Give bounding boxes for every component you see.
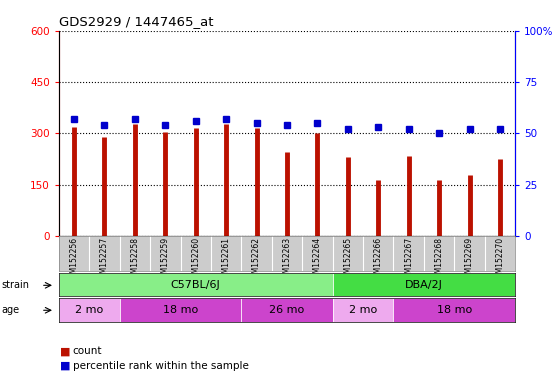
Text: GDS2929 / 1447465_at: GDS2929 / 1447465_at (59, 15, 213, 28)
Text: GSM152258: GSM152258 (130, 237, 139, 283)
Text: GSM152264: GSM152264 (313, 237, 322, 283)
Text: 18 mo: 18 mo (437, 305, 472, 315)
Text: GSM152266: GSM152266 (374, 237, 383, 283)
Bar (333, 298, 394, 322)
Text: C57BL/6J: C57BL/6J (171, 280, 221, 290)
Text: percentile rank within the sample: percentile rank within the sample (73, 361, 249, 371)
Bar (59, 298, 120, 322)
Text: count: count (73, 346, 102, 356)
Text: GSM152269: GSM152269 (465, 237, 474, 283)
Text: ■: ■ (60, 361, 71, 371)
Bar (59, 273, 333, 296)
Text: ■: ■ (60, 346, 71, 356)
Text: GSM152267: GSM152267 (404, 237, 413, 283)
Text: GSM152262: GSM152262 (252, 237, 261, 283)
Text: GSM152270: GSM152270 (496, 237, 505, 283)
Bar (241, 298, 333, 322)
Text: strain: strain (2, 280, 30, 290)
Text: GSM152263: GSM152263 (282, 237, 292, 283)
Text: age: age (2, 305, 20, 315)
Text: GSM152259: GSM152259 (161, 237, 170, 283)
Text: GSM152261: GSM152261 (222, 237, 231, 283)
Text: DBA/2J: DBA/2J (405, 280, 443, 290)
Text: GSM152256: GSM152256 (69, 237, 78, 283)
Text: GSM152260: GSM152260 (191, 237, 200, 283)
Text: GSM152268: GSM152268 (435, 237, 444, 283)
Bar (333, 273, 515, 296)
Text: 18 mo: 18 mo (163, 305, 198, 315)
Text: 26 mo: 26 mo (269, 305, 305, 315)
Text: 2 mo: 2 mo (349, 305, 377, 315)
Text: 2 mo: 2 mo (75, 305, 104, 315)
Text: GSM152265: GSM152265 (343, 237, 352, 283)
Text: GSM152257: GSM152257 (100, 237, 109, 283)
Bar (120, 298, 241, 322)
Bar (394, 298, 515, 322)
